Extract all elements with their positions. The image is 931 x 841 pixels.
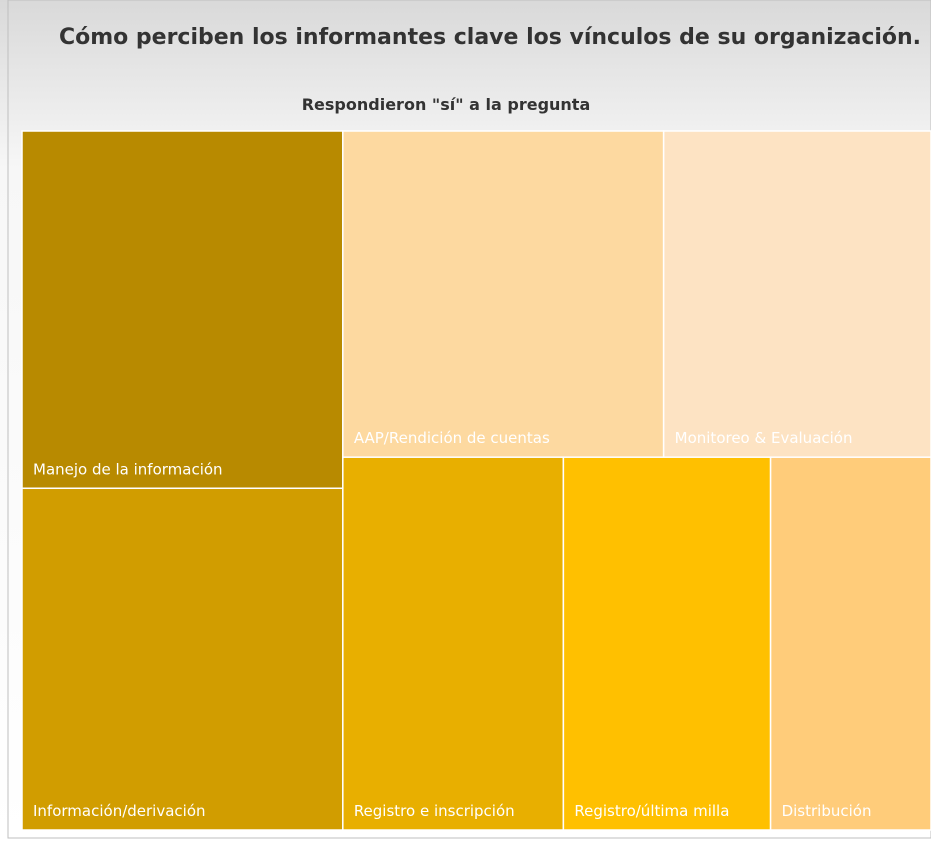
tile-label: AAP/Rendición de cuentas: [354, 429, 550, 447]
treemap-tile: [769, 456, 931, 831]
tile-label: Manejo de la información: [33, 460, 223, 478]
tile-label: Registro/última milla: [574, 802, 729, 820]
tile-label: Distribución: [782, 802, 872, 820]
treemap-tile: [21, 487, 344, 831]
plot-area: Manejo de la información Información/deri…: [21, 130, 931, 831]
chart-subtitle: Respondieron "sí" a la pregunta: [302, 95, 591, 114]
treemap-tile: [662, 130, 931, 458]
tile-label: Monitoreo & Evaluación: [675, 429, 853, 447]
tile-label: Registro e inscripción: [354, 802, 515, 820]
treemap-tile: [342, 130, 665, 458]
treemap-tile: [21, 130, 344, 490]
tile-label: Información/derivación: [33, 802, 206, 820]
treemap-tile: [342, 456, 565, 831]
treemap-tile: [562, 456, 772, 831]
frame: [7, 0, 931, 839]
chart-title: Cómo perciben los informantes clave los …: [59, 25, 921, 50]
